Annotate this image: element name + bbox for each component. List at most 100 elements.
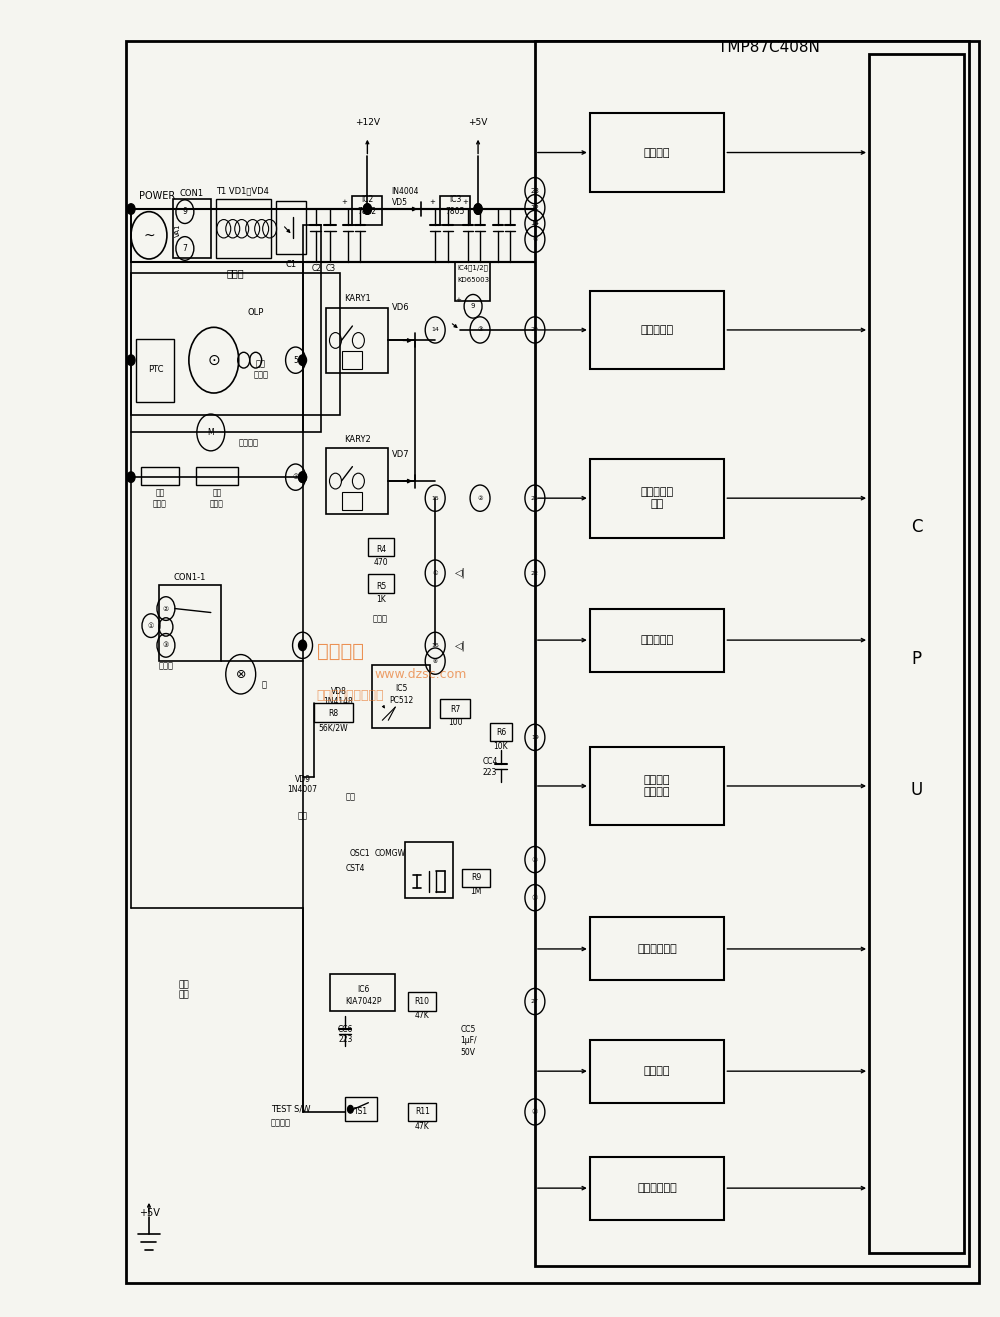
Text: R7: R7	[450, 706, 460, 714]
Text: R4: R4	[376, 545, 386, 554]
Text: 50V: 50V	[461, 1048, 476, 1058]
Bar	[342, 350, 362, 369]
Text: VD5: VD5	[392, 198, 408, 207]
Text: 47K: 47K	[415, 1122, 430, 1131]
Text: 全球最大蜂鸣器网站: 全球最大蜂鸣器网站	[317, 689, 384, 702]
Bar	[303, 225, 320, 432]
Text: C1: C1	[285, 259, 296, 269]
Text: ⊗: ⊗	[235, 668, 246, 681]
Circle shape	[363, 204, 371, 215]
Text: 47K: 47K	[415, 1011, 430, 1021]
Bar	[368, 537, 394, 556]
Text: 16: 16	[431, 643, 439, 648]
Text: 27: 27	[531, 1000, 539, 1004]
Text: ③: ③	[532, 237, 538, 242]
Text: +12V: +12V	[355, 117, 380, 126]
Text: +: +	[462, 199, 468, 205]
Text: TS1: TS1	[354, 1108, 368, 1117]
Text: ②: ②	[163, 606, 169, 611]
Text: CC4: CC4	[482, 756, 498, 765]
Bar	[490, 723, 512, 741]
Text: 时钟振荡电路: 时钟振荡电路	[637, 944, 677, 954]
Text: KIA7042P: KIA7042P	[345, 997, 382, 1006]
Text: 化霜加热器
驱动: 化霜加热器 驱动	[640, 487, 674, 508]
Text: VD6: VD6	[391, 303, 409, 312]
Text: 晶振: 晶振	[298, 811, 308, 820]
Bar	[314, 703, 353, 722]
Bar	[276, 202, 306, 254]
Bar	[590, 113, 724, 192]
Text: ◁|: ◁|	[455, 568, 465, 578]
Bar	[590, 747, 724, 826]
Text: 压缩机驱动: 压缩机驱动	[640, 325, 674, 335]
Bar	[372, 665, 430, 728]
Text: 56K/2W: 56K/2W	[319, 723, 348, 732]
Text: 电源电路: 电源电路	[644, 148, 670, 158]
Text: 蜂鸣器驱动: 蜂鸣器驱动	[640, 635, 674, 645]
Text: CON1-1: CON1-1	[174, 573, 206, 582]
Text: R5: R5	[376, 582, 386, 591]
Text: 1K: 1K	[376, 595, 386, 605]
Text: VD7: VD7	[391, 450, 409, 460]
Bar	[440, 699, 470, 718]
Text: CC5: CC5	[460, 1025, 476, 1034]
Text: PTC: PTC	[148, 365, 164, 374]
Text: CST4: CST4	[346, 864, 365, 873]
Text: 温度
熔断器: 温度 熔断器	[153, 489, 167, 508]
Bar	[196, 466, 238, 485]
Text: IC3: IC3	[449, 195, 461, 204]
Text: 光耦: 光耦	[345, 792, 355, 801]
Text: KARY1: KARY1	[344, 294, 371, 303]
Bar	[368, 574, 394, 593]
Circle shape	[127, 354, 135, 365]
Bar	[590, 1039, 724, 1102]
Text: 冷藏室门
警示驱动: 冷藏室门 警示驱动	[644, 776, 670, 797]
Text: 维库电子: 维库电子	[317, 643, 364, 661]
Text: IC6: IC6	[357, 985, 370, 994]
Text: +5V: +5V	[468, 117, 488, 126]
Text: 1μF/: 1μF/	[460, 1036, 476, 1046]
Text: 灯: 灯	[261, 681, 266, 689]
Text: +: +	[455, 296, 461, 303]
Bar	[455, 262, 490, 302]
Circle shape	[363, 204, 371, 215]
Circle shape	[127, 204, 135, 215]
Circle shape	[299, 640, 307, 651]
Text: VA1: VA1	[175, 224, 181, 237]
Text: ①: ①	[148, 623, 154, 628]
Text: 1N4007: 1N4007	[288, 785, 318, 794]
Bar	[408, 992, 436, 1010]
Text: ②: ②	[477, 495, 483, 500]
Text: TEST S/W: TEST S/W	[271, 1105, 310, 1114]
Circle shape	[347, 1105, 353, 1113]
Text: 9: 9	[182, 207, 187, 216]
Text: COMGW: COMGW	[375, 848, 406, 857]
Text: 14: 14	[431, 328, 439, 332]
Text: 20: 20	[531, 328, 539, 332]
Text: R6: R6	[496, 727, 506, 736]
Text: 12: 12	[530, 204, 539, 211]
Bar	[462, 869, 490, 888]
Bar	[126, 41, 979, 1283]
Text: +: +	[341, 199, 347, 205]
Text: 复位
电路: 复位 电路	[179, 980, 189, 1000]
Bar	[590, 291, 724, 369]
Bar	[216, 199, 271, 258]
Bar	[159, 585, 221, 661]
Bar	[326, 448, 388, 514]
Text: IC4（1/2）: IC4（1/2）	[458, 265, 489, 271]
Text: 223: 223	[483, 768, 497, 777]
Text: 5: 5	[293, 356, 298, 365]
Text: 14: 14	[530, 220, 539, 227]
Text: C: C	[911, 518, 923, 536]
Text: 1N4148: 1N4148	[324, 698, 353, 706]
Text: IC5: IC5	[395, 685, 407, 693]
Text: ①: ①	[432, 570, 438, 576]
Bar	[440, 196, 470, 225]
Text: www.dzsc.com: www.dzsc.com	[374, 668, 466, 681]
Text: R10: R10	[415, 997, 430, 1006]
Text: 9: 9	[471, 303, 475, 309]
Text: ③: ③	[477, 328, 483, 332]
Text: 10K: 10K	[494, 741, 508, 751]
Bar	[326, 308, 388, 373]
